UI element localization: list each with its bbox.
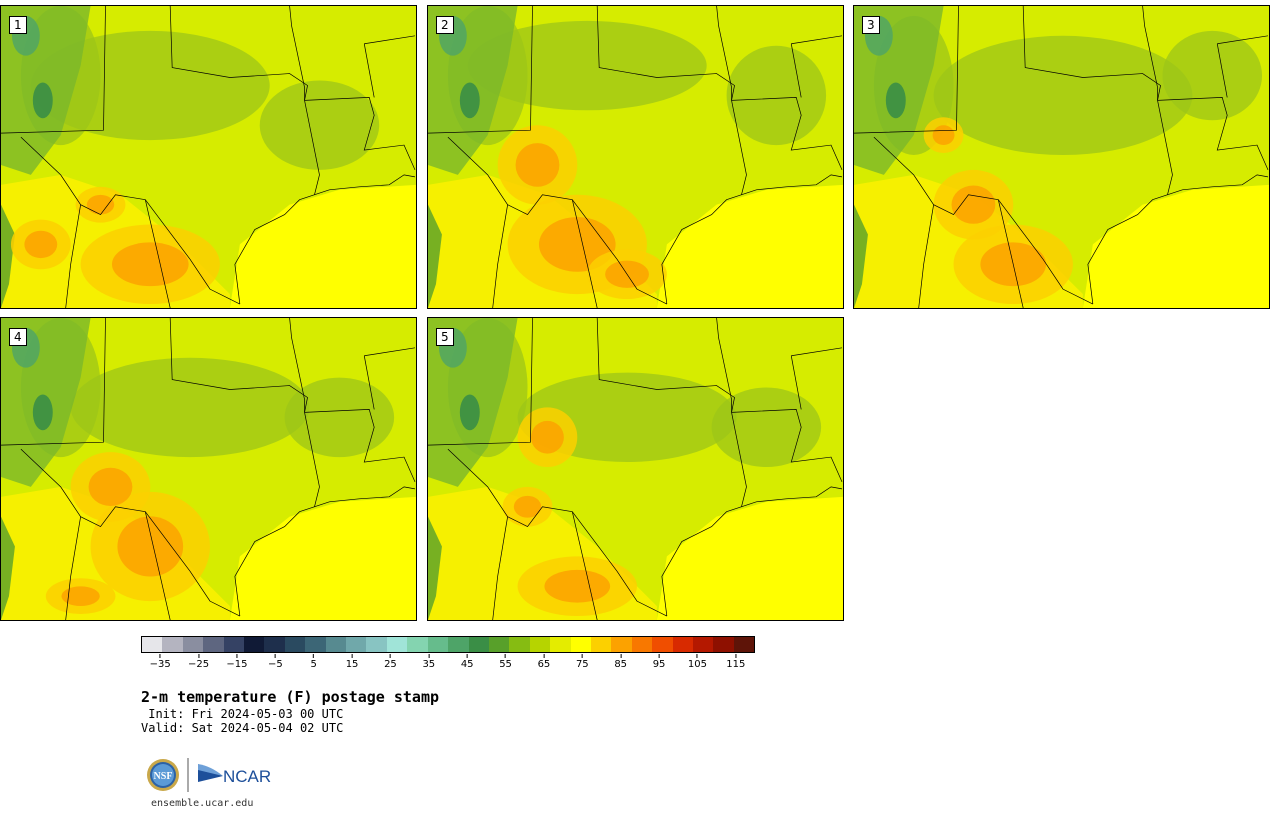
- colorbar-swatch: [203, 637, 224, 652]
- map-panel-2: 2: [427, 5, 844, 309]
- colorbar-swatch: [692, 637, 714, 652]
- colorbar-tick-label: 95: [653, 654, 666, 670]
- colorbar-swatch: [529, 637, 551, 652]
- colorbar-tick-label: 5: [311, 654, 317, 670]
- colorbar-swatch: [631, 637, 653, 652]
- colorbar-swatch: [264, 637, 285, 652]
- map-panel-3: 3: [853, 5, 1270, 309]
- colorbar-swatch: [346, 637, 367, 652]
- colorbar-swatch: [713, 637, 734, 652]
- colorbar-swatch: [223, 637, 245, 652]
- temperature-map-2: [428, 6, 843, 308]
- colorbar-tick-label: 25: [384, 654, 397, 670]
- panel-number-4: 4: [9, 328, 27, 346]
- map-panel-4: 4: [0, 317, 417, 621]
- ncar-logo-icon: NCAR: [198, 764, 271, 786]
- figure-title: 2-m temperature (F) postage stamp: [141, 688, 440, 706]
- colorbar-swatch: [305, 637, 326, 652]
- colorbar-tick-label: 35: [422, 654, 435, 670]
- colorbar-swatch: [366, 637, 387, 652]
- colorbar-swatch: [468, 637, 489, 652]
- colorbar-swatch: [652, 637, 673, 652]
- temperature-colorbar: [141, 636, 755, 653]
- temperature-map-5: [428, 318, 843, 620]
- colorbar-tick-label: 105: [688, 654, 707, 670]
- colorbar-swatch: [162, 637, 183, 652]
- colorbar-tick-label: 75: [576, 654, 589, 670]
- colorbar-tick-label: −5: [268, 654, 283, 670]
- colorbar-tick-label: −25: [188, 654, 209, 670]
- website-url: ensemble.ucar.edu: [151, 798, 254, 809]
- colorbar-swatch: [611, 637, 632, 652]
- nsf-logo-text: NSF: [154, 771, 173, 782]
- colorbar-swatch: [182, 637, 204, 652]
- colorbar-tick-label: 115: [726, 654, 745, 670]
- ncar-logo-text: NCAR: [223, 767, 271, 786]
- colorbar-swatch: [284, 637, 306, 652]
- colorbar-swatch: [672, 637, 693, 652]
- nsf-logo-icon: NSF: [147, 759, 179, 791]
- colorbar-swatch: [142, 637, 163, 652]
- colorbar-swatch: [590, 637, 612, 652]
- colorbar-swatch: [325, 637, 347, 652]
- colorbar-swatch: [386, 637, 408, 652]
- panel-number-5: 5: [436, 328, 454, 346]
- temperature-map-3: [854, 6, 1269, 308]
- panel-number-2: 2: [436, 16, 454, 34]
- logos: NSF NCAR: [147, 758, 271, 792]
- colorbar-tick-label: 45: [461, 654, 474, 670]
- colorbar-tick-label: 55: [499, 654, 512, 670]
- init-time: Init: Fri 2024-05-03 00 UTC: [141, 707, 344, 721]
- colorbar-tick-label: 65: [538, 654, 551, 670]
- map-panel-5: 5: [427, 317, 844, 621]
- colorbar-swatch: [407, 637, 428, 652]
- colorbar-tick-label: 85: [614, 654, 627, 670]
- colorbar-tick-label: 15: [346, 654, 359, 670]
- colorbar-tick-labels: −35 −25 −15 −5 5 15 25 35 45 55 65 75 85 95 105 115: [141, 654, 755, 674]
- map-panel-1: 1: [0, 5, 417, 309]
- temperature-map-1: [1, 6, 416, 308]
- panel-number-3: 3: [862, 16, 880, 34]
- panel-number-1: 1: [9, 16, 27, 34]
- colorbar-swatch: [244, 637, 265, 652]
- colorbar-swatch: [550, 637, 571, 652]
- colorbar-swatch: [427, 637, 449, 652]
- colorbar-swatch: [488, 637, 510, 652]
- colorbar-swatch: [733, 637, 755, 652]
- colorbar-swatch: [448, 637, 469, 652]
- colorbar-tick-label: −35: [150, 654, 171, 670]
- colorbar-tick-label: −15: [226, 654, 247, 670]
- colorbar-swatch: [509, 637, 530, 652]
- valid-time: Valid: Sat 2024-05-04 02 UTC: [141, 721, 344, 735]
- temperature-map-4: [1, 318, 416, 620]
- colorbar-swatch: [570, 637, 591, 652]
